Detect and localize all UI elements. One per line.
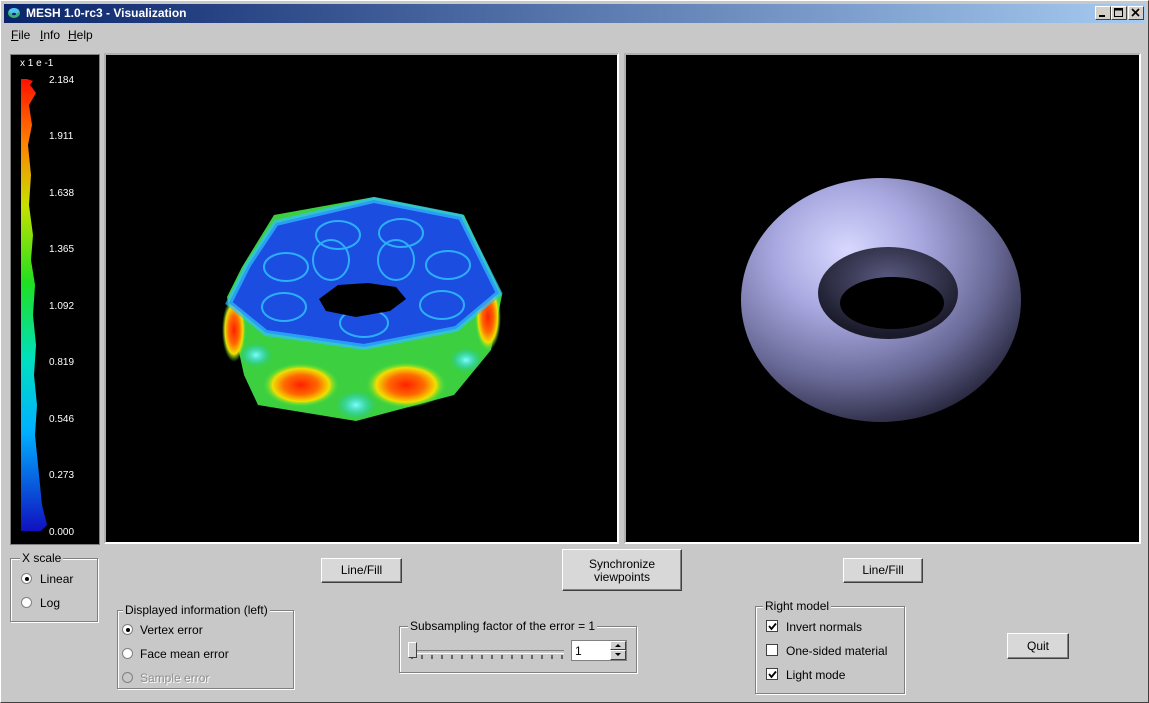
menu-info[interactable]: Info [40, 28, 61, 42]
subsampling-group: Subsampling factor of the error = 1 1 [399, 619, 637, 673]
vertex-error-label: Vertex error [140, 623, 203, 637]
light-mode-label: Light mode [786, 668, 846, 682]
one-sided-material-label: One-sided material [786, 644, 888, 658]
vertex-error-radio[interactable]: Vertex error [121, 623, 281, 639]
check-one-sided-material[interactable] [766, 644, 778, 656]
colorbar-tick-label: 2.184 [49, 75, 75, 86]
check-light-mode[interactable] [766, 668, 778, 680]
light-mode-checkbox[interactable]: Light mode [765, 667, 900, 683]
colorbar-tick-label: 0.273 [49, 470, 75, 481]
slider-handle[interactable] [408, 642, 417, 658]
maximize-button[interactable] [1111, 6, 1127, 20]
app-icon [8, 8, 20, 18]
error-colorbar: x 1 e -1 2.184 1.911 1.638 1.365 1.092 0… [10, 54, 100, 545]
sample-error-label: Sample error [140, 671, 210, 685]
right-model-group: Right model Invert normals One-sided mat… [755, 599, 905, 694]
subsampling-legend: Subsampling factor of the error = 1 [408, 619, 598, 633]
colorbar-tick-label: 1.638 [49, 188, 75, 199]
face-mean-error-label: Face mean error [140, 647, 229, 661]
one-sided-material-checkbox[interactable]: One-sided material [765, 643, 900, 659]
maximize-icon [1114, 8, 1123, 17]
radio-linear[interactable] [21, 573, 32, 584]
spin-up-button[interactable] [610, 641, 626, 650]
title-bar[interactable]: MESH 1.0-rc3 - Visualization [4, 4, 1145, 23]
subsampling-slider[interactable] [408, 640, 566, 662]
checkmark-icon [768, 622, 777, 631]
close-icon [1131, 8, 1140, 17]
colorbar-histogram [21, 79, 47, 531]
invert-normals-label: Invert normals [786, 620, 863, 634]
linear-radio[interactable]: Linear [20, 572, 90, 588]
arrow-down-icon [615, 653, 621, 656]
window-title: MESH 1.0-rc3 - Visualization [26, 6, 187, 20]
colorbar-tick-label: 0.000 [49, 527, 75, 538]
subsampling-value[interactable]: 1 [575, 644, 582, 658]
menu-bar: File Info Help [4, 25, 604, 45]
displayed-information-legend: Displayed information (left) [123, 603, 270, 617]
right-model-legend: Right model [763, 599, 832, 613]
radio-log[interactable] [21, 597, 32, 608]
face-mean-error-radio[interactable]: Face mean error [121, 647, 281, 663]
radio-vertex-error[interactable] [122, 624, 133, 635]
shaded-torus-mesh [741, 178, 1021, 422]
colorbar-tick-label: 0.819 [49, 357, 75, 368]
checkmark-icon [768, 670, 777, 679]
sync-label-line2: viewpoints [593, 570, 651, 584]
invert-normals-checkbox[interactable]: Invert normals [765, 619, 900, 635]
colorbar-tick-label: 0.546 [49, 414, 75, 425]
synchronize-viewpoints-button[interactable]: Synchronize viewpoints [562, 549, 682, 591]
log-radio[interactable]: Log [20, 596, 90, 612]
close-button[interactable] [1128, 6, 1144, 20]
slider-ticks [411, 655, 563, 659]
subsampling-spinbox[interactable]: 1 [571, 640, 627, 661]
radio-face-mean-error[interactable] [122, 648, 133, 659]
quit-button[interactable]: Quit [1007, 633, 1069, 659]
log-label: Log [40, 596, 61, 610]
right-line-fill-button[interactable]: Line/Fill [843, 558, 923, 583]
menu-file[interactable]: File [11, 28, 31, 42]
minimize-icon [1099, 15, 1105, 17]
left-3d-viewport[interactable] [104, 53, 619, 544]
minimize-button[interactable] [1095, 6, 1111, 20]
displayed-information-group: Displayed information (left) Vertex erro… [117, 603, 294, 689]
colorbar-tick-label: 1.911 [49, 131, 74, 142]
check-invert-normals[interactable] [766, 620, 778, 632]
sample-error-radio: Sample error [121, 671, 281, 687]
colorbar-tick-label: 1.365 [49, 244, 75, 255]
colorbar-unit: x 1 e -1 [20, 58, 54, 69]
error-colored-mesh [222, 196, 503, 421]
linear-label: Linear [40, 572, 74, 586]
colorbar-tick-label: 1.092 [49, 301, 75, 312]
radio-sample-error [122, 672, 133, 683]
menu-help[interactable]: Help [68, 28, 93, 42]
spin-down-button[interactable] [610, 650, 626, 660]
left-line-fill-button[interactable]: Line/Fill [321, 558, 402, 583]
arrow-up-icon [615, 644, 621, 647]
x-scale-group: X scale Linear Log [10, 551, 98, 622]
right-3d-viewport[interactable] [624, 53, 1141, 544]
sync-label-line1: Synchronize [588, 557, 656, 571]
x-scale-legend: X scale [20, 551, 64, 565]
